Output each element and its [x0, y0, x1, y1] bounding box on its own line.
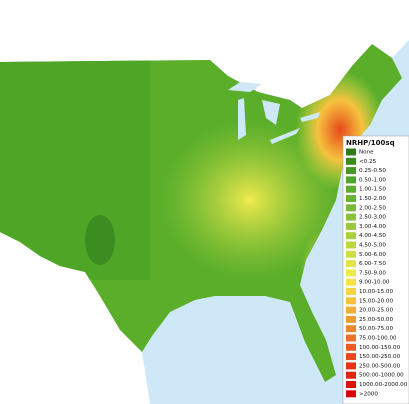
legend-swatch: [346, 362, 356, 370]
legend-label: 1000.00-2000.00: [359, 382, 408, 388]
legend-label: 50.00-75.00: [359, 326, 393, 332]
legend-label: 75.00-100.00: [359, 336, 397, 342]
legend-swatch: [346, 288, 356, 295]
legend-swatch: [346, 157, 356, 165]
legend-swatch: [346, 353, 356, 361]
legend-label: 1.00-1.50: [359, 187, 386, 193]
legend-label: <0.25: [359, 159, 377, 165]
legend-label: 7.50-9.00: [359, 270, 386, 276]
lake-huron: [262, 100, 280, 125]
legend-swatch: [346, 315, 356, 323]
mexico: [0, 232, 150, 404]
legend-swatch: [346, 278, 356, 286]
legend-swatch: [346, 185, 356, 193]
midwest-east: [160, 120, 340, 280]
legend-swatch: [346, 222, 356, 230]
legend: NRHP/100sq None <0.25 0.25-0.50 0.50-1.00 1.…: [342, 135, 409, 404]
legend-swatch: [346, 250, 356, 258]
lake-ontario: [300, 112, 320, 122]
legend-label: 150.00-250.00: [359, 354, 401, 360]
canada: [0, 0, 409, 108]
legend-swatch: [346, 148, 356, 156]
legend-label: 4.50-5.00: [359, 243, 386, 249]
legend-label: 6.00-7.50: [359, 261, 386, 267]
legend-swatch: [346, 334, 356, 342]
west: [0, 44, 150, 280]
legend-label: 20.00-25.00: [359, 308, 393, 314]
legend-swatch: [346, 213, 356, 221]
legend-label: 2.00-2.50: [359, 205, 386, 211]
legend-swatch: [346, 167, 356, 175]
lake-michigan: [238, 98, 246, 140]
legend-label: 5.00-6.00: [359, 252, 386, 258]
legend-swatch: [346, 260, 356, 268]
lake-superior: [228, 82, 262, 92]
legend-label: 500.00-1000.00: [359, 373, 404, 379]
legend-swatch: [346, 390, 356, 398]
legend-label: 100.00-150.00: [359, 345, 401, 351]
legend-swatch: [346, 306, 356, 314]
legend-swatch: [346, 325, 356, 333]
legend-swatch: [346, 297, 356, 305]
legend-swatch: [346, 232, 356, 240]
legend-label: 250.00-500.00: [359, 363, 401, 369]
legend-label: 2.50-3.00: [359, 215, 386, 221]
legend-label: >2000: [359, 391, 378, 397]
legend-label: 1.50-2.00: [359, 196, 386, 202]
legend-label: 0.25-0.50: [359, 168, 386, 174]
legend-label: 9.00-10.00: [359, 280, 390, 286]
legend-label: 4.00-4.50: [359, 233, 386, 239]
legend-swatch: [346, 176, 356, 184]
legend-swatch: [346, 343, 356, 351]
legend-swatch: [346, 204, 356, 212]
legend-label: 10.00-15.00: [359, 289, 393, 295]
legend-label: 15.00-20.00: [359, 298, 393, 304]
legend-label: 0.50-1.00: [359, 177, 386, 183]
legend-swatch: [346, 241, 356, 249]
lake-erie: [270, 128, 300, 144]
legend-swatch: [346, 195, 356, 202]
legend-label: 25.00-50.00: [359, 317, 393, 323]
legend-label: None: [359, 150, 374, 156]
legend-swatch: [346, 371, 356, 379]
legend-title: NRHP/100sq: [346, 139, 395, 147]
plains-dark: [85, 215, 115, 265]
legend-label: 3.00-4.00: [359, 224, 386, 230]
legend-swatch: [346, 381, 356, 388]
legend-swatch: [346, 269, 356, 277]
